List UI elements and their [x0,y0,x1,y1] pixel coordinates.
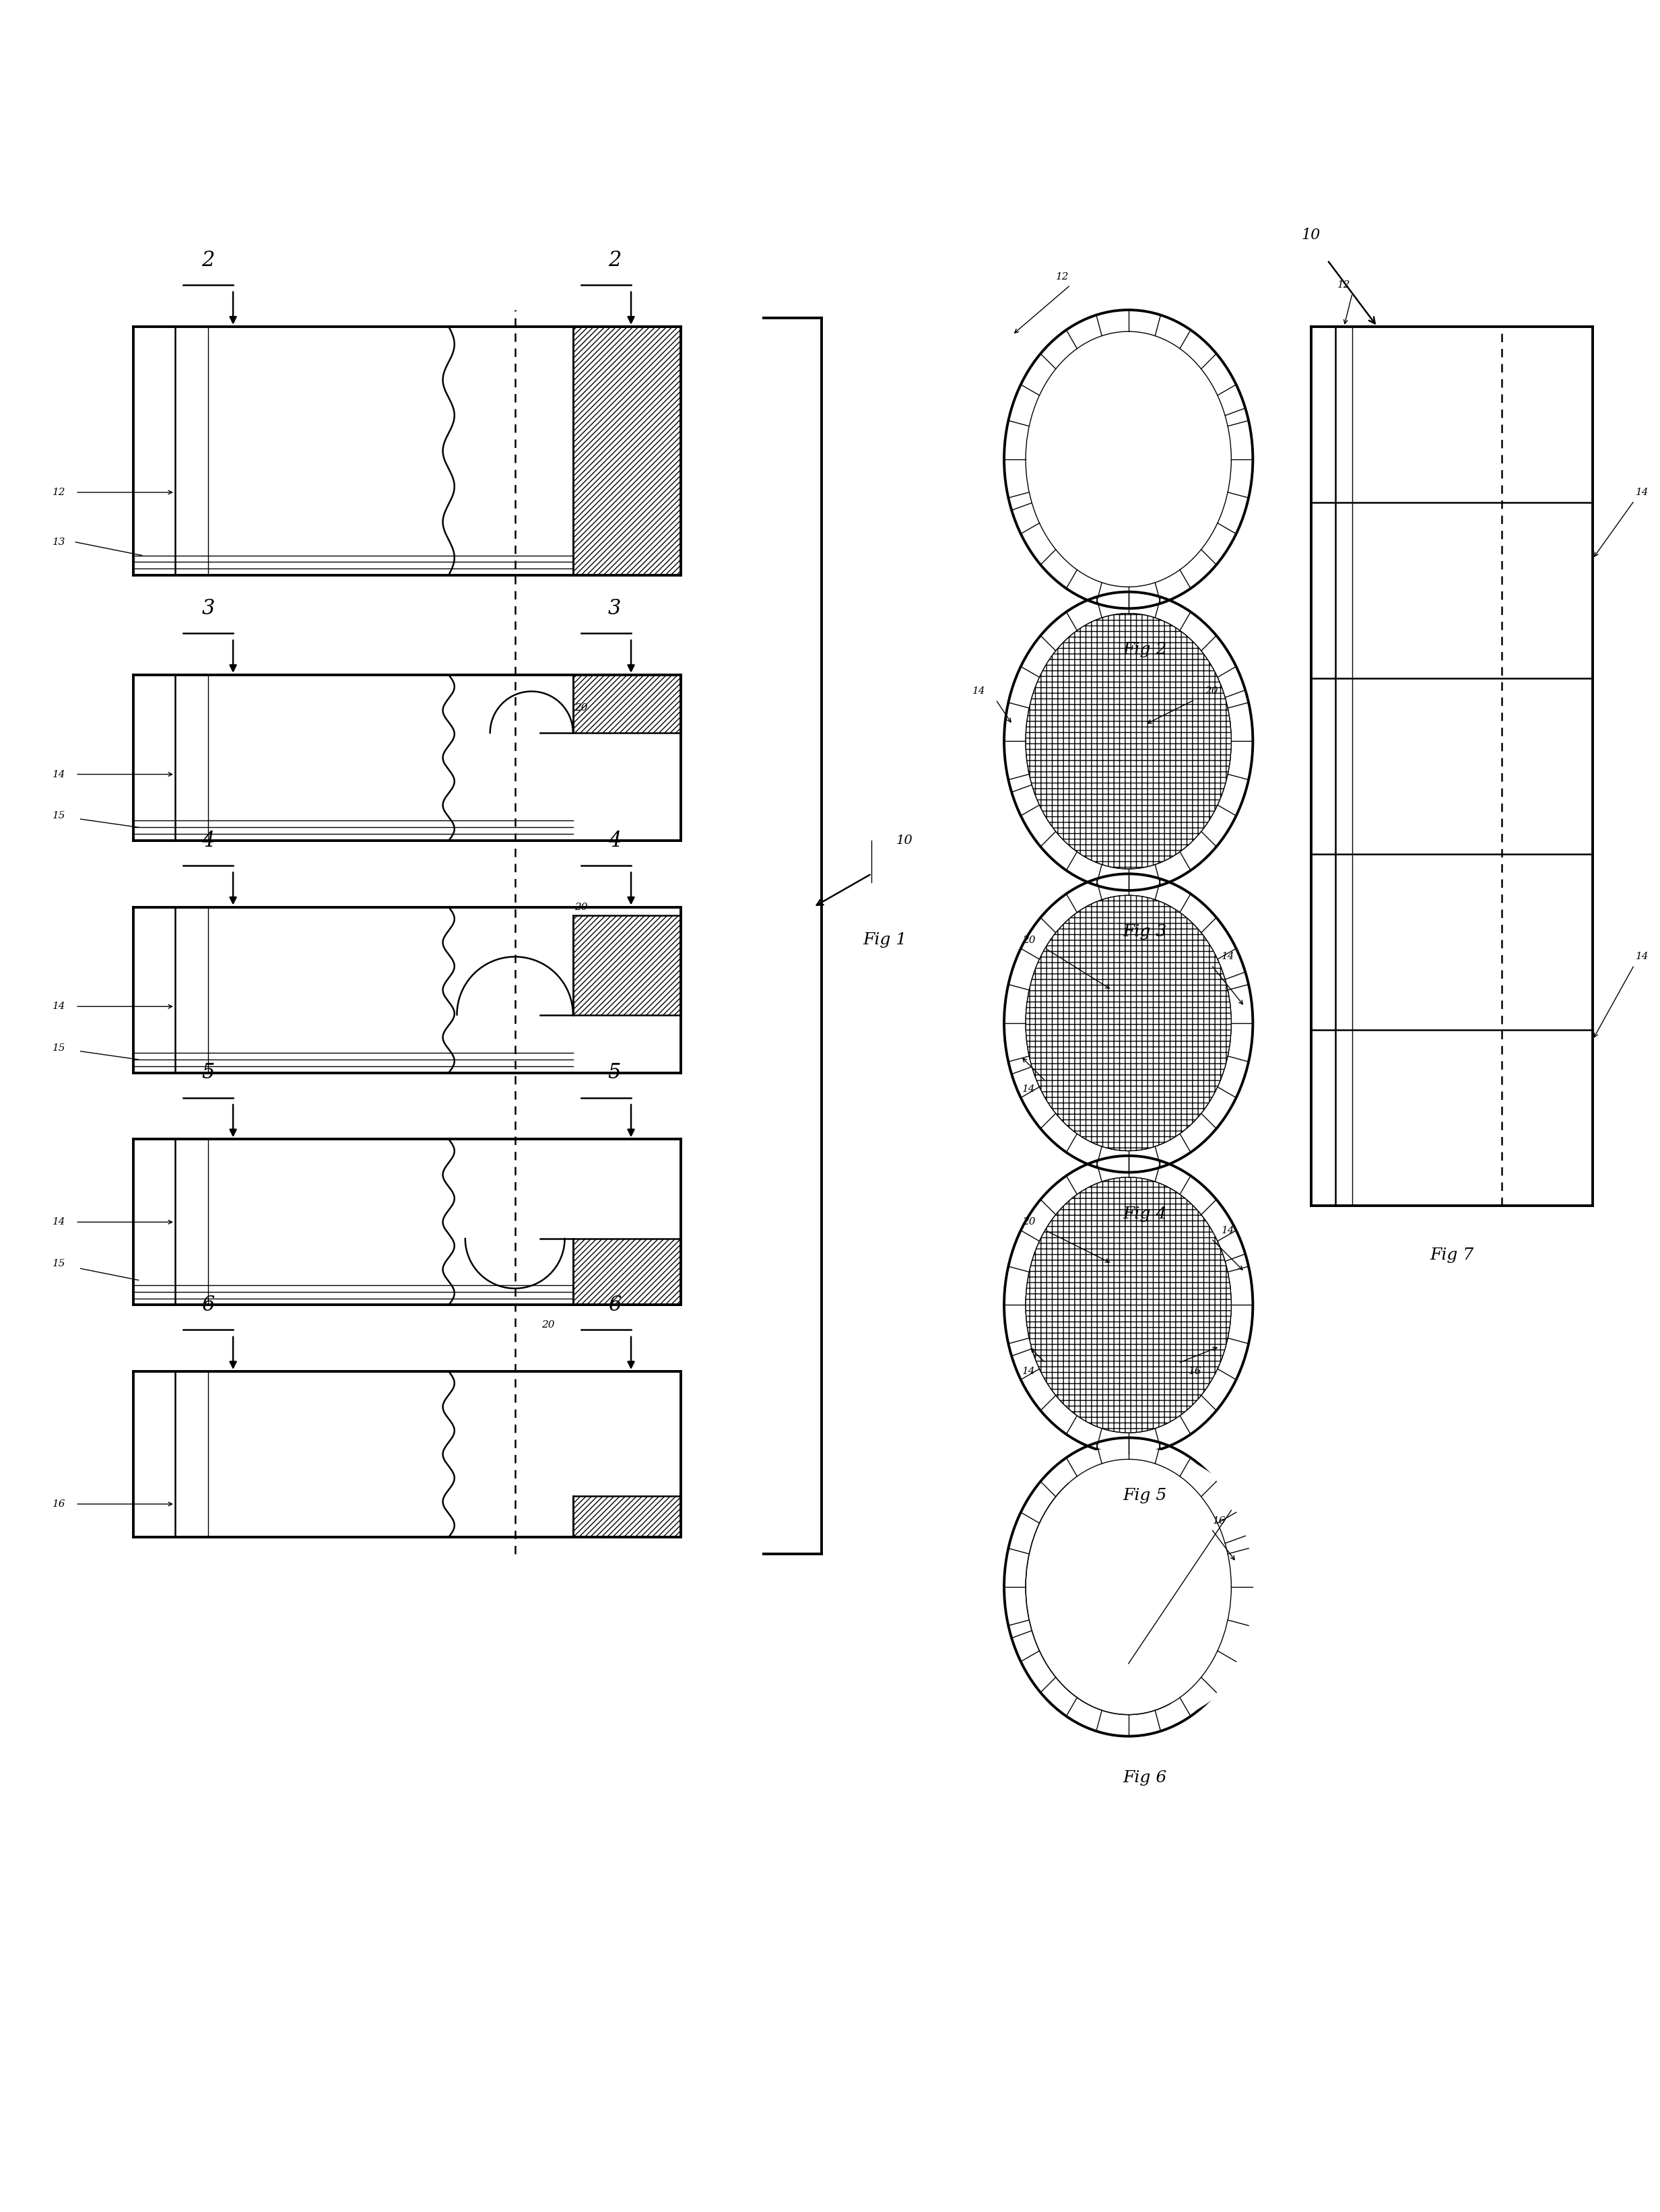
Text: 14: 14 [53,1217,65,1228]
Ellipse shape [1026,613,1232,869]
Text: 16: 16 [1189,1367,1202,1376]
Text: 20: 20 [1023,1217,1036,1228]
Text: 20: 20 [574,902,588,911]
Text: 12: 12 [1338,281,1351,290]
Bar [573,916,681,1015]
Text: 12: 12 [1056,272,1069,281]
Ellipse shape [1026,332,1232,586]
Text: 13: 13 [53,538,65,546]
Bar [573,675,681,732]
Text: 5: 5 [201,1062,214,1084]
Text: 15: 15 [53,1259,65,1267]
Text: 14: 14 [1222,1225,1235,1234]
Text: Fig 3: Fig 3 [1124,925,1167,940]
Bar [573,1495,681,1537]
Ellipse shape [1026,1460,1232,1714]
Text: Fig 6: Fig 6 [1124,1770,1167,1785]
Text: 2: 2 [608,250,621,270]
Text: 2: 2 [201,250,214,270]
Ellipse shape [1026,1177,1232,1433]
Text: 15: 15 [53,812,65,821]
Text: 14: 14 [1222,951,1235,962]
Text: 14: 14 [53,770,65,779]
Text: 12: 12 [53,487,65,498]
Text: 3: 3 [201,597,214,619]
Text: 14: 14 [1023,1367,1036,1376]
Text: 20: 20 [1205,686,1218,697]
Text: 10: 10 [1301,228,1320,243]
Ellipse shape [1026,1177,1232,1433]
Wedge shape [1057,1447,1268,1719]
Text: Fig 2: Fig 2 [1124,641,1167,657]
Text: 4: 4 [608,830,621,852]
Text: Fig 7: Fig 7 [1429,1248,1474,1263]
Text: Fig 5: Fig 5 [1124,1489,1167,1504]
Text: 16: 16 [1213,1515,1227,1526]
Text: 14: 14 [973,686,986,697]
Text: 20: 20 [574,703,588,712]
Text: 16: 16 [53,1500,65,1509]
Bar [573,1239,681,1305]
Text: 14: 14 [1023,1084,1036,1095]
Text: Fig 1: Fig 1 [863,933,906,949]
Text: 20: 20 [541,1321,554,1329]
Ellipse shape [1026,613,1232,869]
Text: 14: 14 [1635,951,1648,962]
Text: 14: 14 [53,1002,65,1011]
Bar [573,327,681,575]
Ellipse shape [1026,896,1232,1150]
Text: 6: 6 [201,1294,214,1316]
Text: 4: 4 [201,830,214,852]
Text: 6: 6 [608,1294,621,1316]
Text: 15: 15 [53,1044,65,1053]
Ellipse shape [1026,896,1232,1150]
Text: 3: 3 [608,597,621,619]
Text: 10: 10 [896,834,913,847]
Text: Fig 4: Fig 4 [1124,1206,1167,1221]
Text: 20: 20 [1023,936,1036,945]
Text: 14: 14 [1635,487,1648,498]
Text: 5: 5 [608,1062,621,1084]
